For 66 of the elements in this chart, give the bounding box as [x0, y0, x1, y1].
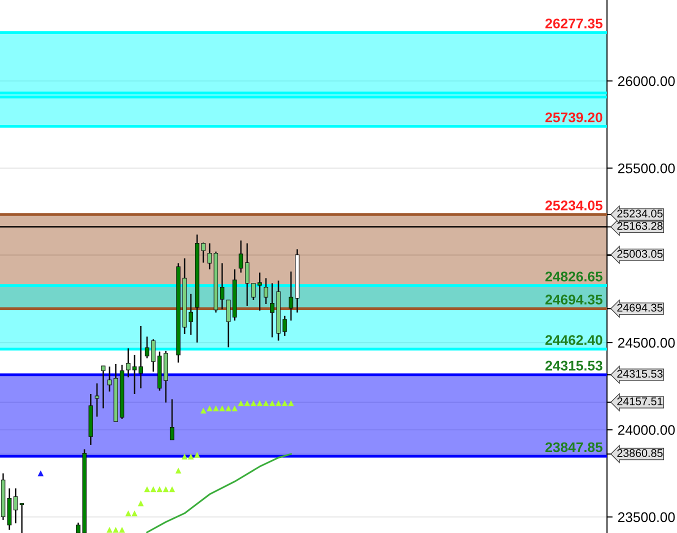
point [212, 405, 219, 412]
candlestick [126, 348, 130, 378]
candlestick [170, 398, 174, 441]
y-tick-label: 24694.35 [617, 304, 663, 312]
point [244, 400, 250, 406]
y-tick-label: 25500.00 [618, 163, 675, 174]
point [219, 405, 226, 412]
point [144, 486, 150, 492]
candlestick [76, 522, 80, 533]
y-tick-label: 24315.53 [617, 370, 663, 378]
point [138, 500, 144, 506]
candlestick [258, 272, 262, 312]
point [276, 400, 282, 406]
ref-line-label: 24315.53 [545, 360, 602, 371]
point [182, 454, 188, 460]
ref-line-label: 24826.65 [545, 272, 602, 282]
point [175, 468, 182, 474]
y-tick-label: 24500.00 [618, 338, 675, 348]
point [106, 526, 112, 533]
ref-line-label: 24694.35 [545, 294, 602, 305]
y-tick-label: 25163.28 [617, 222, 663, 230]
point [263, 400, 269, 406]
point [156, 486, 163, 492]
point [250, 400, 256, 406]
ref-line-label: 26277.35 [545, 18, 602, 28]
y-tick-label: 24157.51 [617, 397, 663, 406]
point [200, 408, 206, 414]
line-series [146, 453, 292, 533]
candlestick [107, 366, 112, 392]
candlestick [220, 262, 224, 310]
candlestick [270, 282, 274, 338]
point [119, 526, 125, 533]
point [282, 400, 288, 406]
point [150, 486, 156, 492]
point [232, 405, 238, 412]
y-tick-label: 25234.05 [617, 210, 663, 218]
point [225, 405, 232, 412]
point [169, 486, 176, 492]
point [188, 454, 194, 460]
point [256, 400, 263, 406]
candlestick [226, 299, 231, 348]
point [162, 486, 169, 492]
point [112, 526, 119, 533]
candlestick [282, 315, 287, 337]
candlestick [264, 277, 268, 305]
candlestick [101, 365, 106, 409]
candlestick [288, 270, 294, 322]
y-tick-label: 23860.85 [617, 449, 663, 457]
point [269, 400, 276, 406]
point [238, 400, 244, 406]
y-tick-label: 26000.00 [618, 76, 675, 86]
point [194, 452, 200, 458]
candlestick [138, 325, 143, 389]
ref-line-label: 23847.85 [545, 442, 602, 452]
point [206, 405, 213, 412]
y-tick-label: 24000.00 [618, 425, 675, 435]
ref-line-label: 25739.20 [545, 112, 602, 122]
point [38, 470, 44, 476]
y-tick-label: 23500.00 [618, 512, 675, 522]
ref-line-label: 25234.05 [545, 200, 602, 210]
candlestick [132, 354, 137, 395]
candlestick [94, 382, 100, 418]
ref-line-label: 24462.40 [545, 335, 602, 345]
y-tick-label: 25003.05 [617, 250, 663, 258]
candlestick [238, 240, 244, 274]
point [288, 400, 294, 406]
